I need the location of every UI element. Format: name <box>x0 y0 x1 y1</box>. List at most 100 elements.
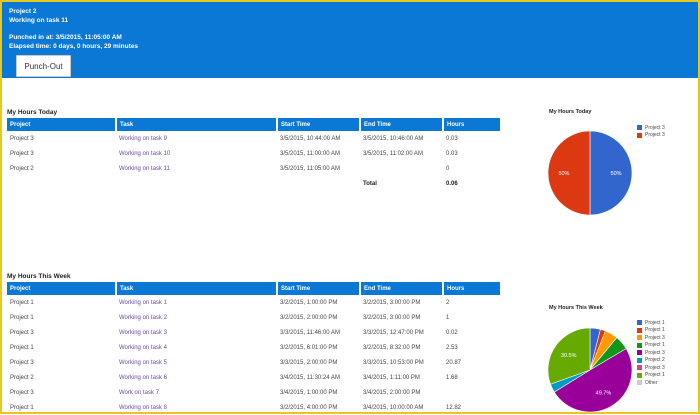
column-header-project[interactable]: Project <box>7 282 117 295</box>
legend-item[interactable]: Project 1 <box>637 319 665 327</box>
cell-hours: 0.02 <box>446 329 458 336</box>
punched-in-time: Punched in at: 3/5/2015, 11:05:00 AM <box>9 34 122 41</box>
legend-item[interactable]: Project 3 <box>637 334 665 342</box>
cell-hours: 1 <box>446 314 450 321</box>
cell-start-time: 3/4/2015, 11:30:24 AM <box>280 374 340 381</box>
task-link[interactable]: Working on task 5 <box>119 359 167 366</box>
legend-item[interactable]: Project 2 <box>637 357 665 365</box>
today-chart-legend: Project 3 Project 3 <box>637 124 665 139</box>
column-header-start-time[interactable]: Start Time <box>277 282 361 295</box>
column-header-task[interactable]: Task <box>116 118 278 131</box>
cell-project: Project 3 <box>10 359 34 366</box>
cell-start-time: 3/5/2015, 11:00:00 AM <box>280 150 340 157</box>
current-project: Project 2 <box>9 8 37 15</box>
legend-item[interactable]: Project 3 <box>637 364 665 372</box>
legend-swatch <box>637 372 642 378</box>
cell-end-time: 3/4/2015, 10:00:00 AM <box>363 404 424 411</box>
legend-item[interactable]: Project 1 <box>637 372 665 380</box>
cell-end-time <box>360 161 443 176</box>
legend-swatch <box>637 365 642 371</box>
column-header-end-time[interactable]: End Time <box>360 118 444 131</box>
cell-end-time: 3/4/2015, 1:11:00 PM <box>363 374 420 381</box>
legend-item[interactable]: Project 3 <box>637 349 665 357</box>
cell-end-time: 3/5/2015, 11:02:00 AM <box>363 150 423 157</box>
today-section-title: My Hours Today <box>7 109 58 116</box>
cell-end-time: 3/5/2015, 10:46:00 AM <box>363 135 424 142</box>
pie-slice[interactable] <box>553 348 633 413</box>
column-header-project[interactable]: Project <box>7 118 117 131</box>
table-row: Project 2 Working on task 6 3/4/2015, 11… <box>7 370 500 385</box>
column-header-hours[interactable]: Hours <box>443 282 500 295</box>
cell-project: Project 1 <box>10 344 34 351</box>
column-header-start-time[interactable]: Start Time <box>277 118 361 131</box>
punch-out-button[interactable]: Punch-Out <box>16 55 71 77</box>
pie-slice-label: 49.7% <box>596 390 612 396</box>
cell-start-time: 3/2/2015, 2:00:00 PM <box>280 314 338 321</box>
legend-label: Other <box>645 379 658 386</box>
week-chart-title: My Hours This Week <box>549 305 603 311</box>
legend-item[interactable]: Project 3 <box>637 132 665 140</box>
cell-start-time: 3/5/2015, 10:44:00 AM <box>280 135 341 142</box>
pie-slice[interactable] <box>589 130 633 216</box>
cell-hours <box>443 385 500 400</box>
task-link[interactable]: Working on task 1 <box>119 299 167 306</box>
current-task: Working on task 11 <box>9 17 69 24</box>
task-link[interactable]: Working on task 6 <box>119 374 167 381</box>
cell-start-time: 3/3/2015, 2:00:00 PM <box>280 359 338 366</box>
cell-start-time: 3/2/2015, 1:00:00 PM <box>280 299 338 306</box>
legend-swatch <box>637 342 642 348</box>
legend-label: Project 1 <box>645 342 665 349</box>
legend-item[interactable]: Other <box>637 379 665 387</box>
column-header-end-time[interactable]: End Time <box>360 282 444 295</box>
column-header-task[interactable]: Task <box>116 282 278 295</box>
task-link[interactable]: Working on task 10 <box>119 150 171 157</box>
legend-swatch <box>637 327 642 333</box>
cell-hours: 2.53 <box>446 344 458 351</box>
cell-start-time: 3/3/2015, 11:46:00 AM <box>280 329 340 336</box>
cell-end-time: 3/2/2015, 3:00:00 PM <box>363 299 421 306</box>
cell-end-time: 3/2/2015, 8:32:00 PM <box>363 344 421 351</box>
cell-end-time: 3/4/2015, 2:00:00 PM <box>363 389 421 396</box>
legend-swatch <box>637 350 642 356</box>
task-link[interactable]: Working on task 3 <box>119 329 167 336</box>
legend-label: Project 3 <box>645 124 665 131</box>
cell-hours: 20.87 <box>446 359 462 366</box>
legend-label: Project 3 <box>645 364 665 371</box>
legend-label: Project 2 <box>645 357 665 364</box>
table-row: Project 3 Working on task 3 3/3/2015, 11… <box>7 325 500 340</box>
legend-label: Project 3 <box>645 349 665 356</box>
cell-end-time: 3/3/2015, 12:47:00 PM <box>363 329 424 336</box>
task-link[interactable]: Work on task 7 <box>119 389 159 396</box>
pie-slice[interactable] <box>547 327 591 385</box>
legend-swatch <box>637 335 642 341</box>
punch-header: Project 2 Working on task 11 Punched in … <box>2 2 698 78</box>
cell-project: Project 2 <box>10 165 34 172</box>
legend-swatch <box>637 320 642 326</box>
cell-project: Project 1 <box>10 314 34 321</box>
table-row: Project 3 Working on task 10 3/5/2015, 1… <box>7 146 500 161</box>
week-pie-chart: 49.7% 30.5% <box>547 327 633 413</box>
legend-item[interactable]: Project 1 <box>637 342 665 350</box>
cell-hours: 0.03 <box>446 135 458 142</box>
table-row: Project 1 Working on task 2 3/2/2015, 2:… <box>7 310 500 325</box>
pie-slice[interactable] <box>547 130 591 216</box>
cell-start-time: 3/4/2015, 1:00:00 PM <box>280 389 338 396</box>
cell-project: Project 1 <box>10 404 34 411</box>
task-link[interactable]: Working on task 2 <box>119 314 167 321</box>
task-link[interactable]: Working on task 4 <box>119 344 167 351</box>
today-pie-chart: 50% 50% <box>547 130 633 216</box>
task-link[interactable]: Working on task 9 <box>119 135 167 142</box>
legend-item[interactable]: Project 1 <box>637 327 665 335</box>
legend-label: Project 3 <box>645 334 665 341</box>
task-link[interactable]: Working on task 11 <box>119 165 170 172</box>
pie-slice-label: 30.5% <box>561 353 577 359</box>
task-link[interactable]: Working on task 8 <box>119 404 167 411</box>
legend-swatch <box>637 132 642 138</box>
legend-label: Project 1 <box>645 319 665 326</box>
column-header-hours[interactable]: Hours <box>443 118 500 131</box>
legend-label: Project 3 <box>645 132 665 139</box>
legend-item[interactable]: Project 3 <box>637 124 665 132</box>
table-row: Project 3 Working on task 9 3/5/2015, 10… <box>7 131 500 146</box>
cell-project: Project 3 <box>10 329 34 336</box>
cell-hours: 0 <box>446 165 450 172</box>
